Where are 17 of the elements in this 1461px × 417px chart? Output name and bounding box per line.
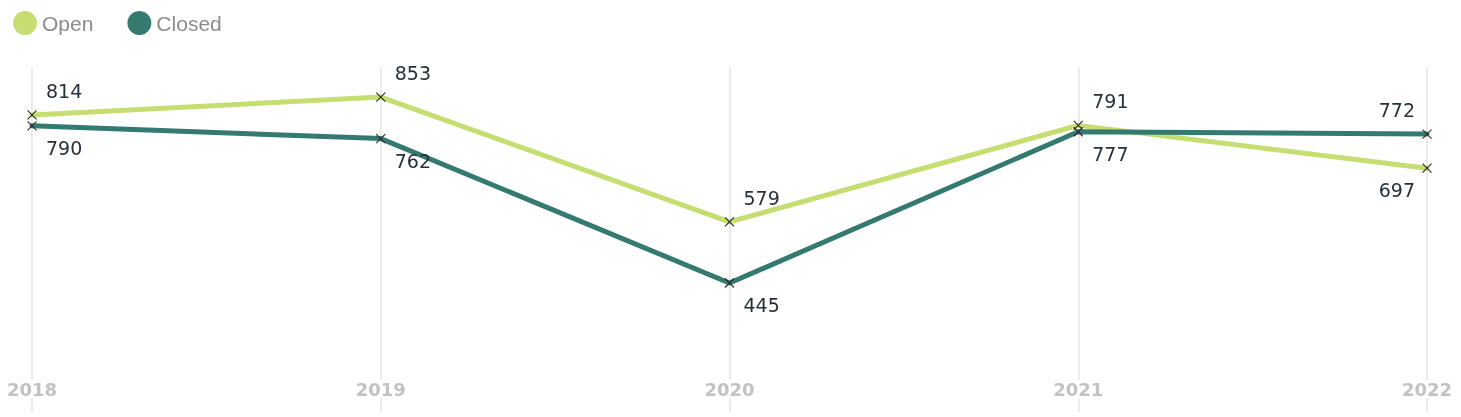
x-tick-label: 2020 [704, 378, 755, 400]
legend-label: Closed [156, 11, 222, 35]
data-label: 814 [46, 79, 83, 102]
data-label: 791 [1092, 90, 1129, 113]
data-label: 762 [394, 149, 432, 172]
data-label: 853 [394, 62, 432, 85]
data-label: 790 [46, 136, 83, 159]
data-label: 772 [1378, 99, 1415, 122]
legend-label: Open [42, 11, 94, 35]
x-tick-label: 2022 [1401, 378, 1453, 400]
data-label: 445 [743, 294, 780, 316]
x-tick-label: 2021 [1053, 378, 1104, 400]
data-label: 579 [743, 186, 780, 209]
data-label: 777 [1092, 142, 1129, 165]
x-tick-label: 2019 [355, 378, 406, 400]
x-tick-label: 2018 [6, 378, 58, 400]
data-label: 697 [1378, 179, 1415, 202]
